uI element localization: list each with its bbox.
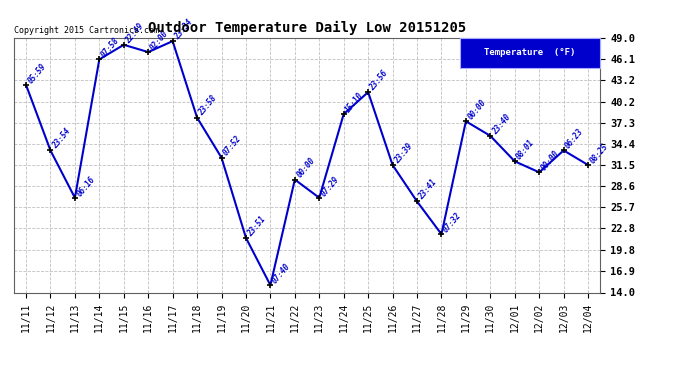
Point [240,235,251,241]
Point [387,162,398,168]
Text: 06:16: 06:16 [75,174,97,198]
Point [338,111,349,117]
Text: 00:00: 00:00 [295,156,317,180]
Text: 23:41: 23:41 [417,178,439,201]
Text: 06:23: 06:23 [564,127,585,150]
Point [192,115,203,121]
Text: 07:29: 07:29 [319,174,341,198]
Point [94,56,105,62]
Point [509,158,520,164]
Point [143,49,154,55]
Text: 23:54: 23:54 [50,127,72,150]
Text: 22:49: 22:49 [124,21,146,45]
Text: 05:59: 05:59 [26,62,48,85]
Text: 02:00: 02:00 [148,28,170,52]
Title: Outdoor Temperature Daily Low 20151205: Outdoor Temperature Daily Low 20151205 [148,21,466,35]
Point [289,177,300,183]
Point [45,147,56,153]
Text: 23:34: 23:34 [172,18,195,41]
Point [21,82,32,88]
Point [485,133,496,139]
Text: 08:01: 08:01 [515,138,537,161]
Text: 00:00: 00:00 [466,98,488,121]
Text: 15:10: 15:10 [344,90,366,114]
Point [411,198,422,204]
Text: 23:56: 23:56 [368,69,390,92]
Point [167,38,178,44]
Point [363,89,374,95]
Point [265,282,276,288]
Text: 08:25: 08:25 [588,141,610,165]
Text: 00:00: 00:00 [539,149,561,172]
Text: 07:32: 07:32 [442,211,463,234]
Text: 23:40: 23:40 [491,112,512,136]
Text: 07:52: 07:52 [221,134,244,158]
Point [70,195,81,201]
Text: 23:51: 23:51 [246,214,268,238]
Point [558,147,569,153]
Text: 23:39: 23:39 [393,141,414,165]
Text: Copyright 2015 Cartronics.com: Copyright 2015 Cartronics.com [14,26,159,35]
Point [118,42,129,48]
Text: 23:58: 23:58 [197,94,219,118]
Point [533,169,544,175]
Point [460,118,471,124]
Text: 07:58: 07:58 [99,36,121,59]
Point [582,162,593,168]
Point [216,155,227,161]
Point [436,231,447,237]
Text: 07:40: 07:40 [270,262,292,285]
Point [314,195,325,201]
